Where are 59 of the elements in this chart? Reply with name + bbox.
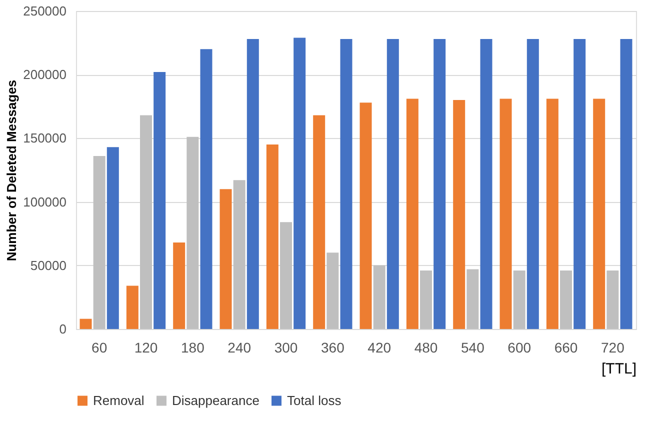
bar	[480, 38, 492, 329]
x-axis-title: [TTL]	[601, 360, 636, 378]
bar	[200, 49, 212, 329]
bar	[466, 269, 479, 329]
x-tick-label: 660	[554, 340, 578, 356]
x-tick-label: 540	[460, 340, 485, 356]
legend-label: Total loss	[287, 392, 342, 408]
bar	[593, 98, 606, 329]
bar	[360, 102, 372, 329]
bar	[233, 180, 246, 329]
bar	[526, 38, 539, 329]
bar	[513, 270, 526, 329]
bar	[453, 100, 466, 329]
bar	[606, 270, 619, 329]
y-axis-title: Number of Deleted Messages	[4, 80, 20, 262]
x-tick-label: 120	[134, 340, 158, 356]
bar	[340, 38, 352, 329]
bar	[373, 265, 386, 329]
bar	[106, 147, 119, 329]
bar	[140, 115, 152, 329]
x-tick-label: 180	[180, 340, 205, 356]
bar	[294, 38, 306, 329]
x-tick-label: 240	[228, 340, 252, 356]
x-tick-label: 420	[368, 340, 392, 356]
y-tick-label: 200000	[23, 67, 66, 82]
bar	[420, 270, 432, 329]
bar	[246, 38, 259, 329]
bar	[620, 38, 632, 329]
bar	[386, 38, 399, 329]
bar	[126, 286, 138, 329]
bar	[93, 156, 106, 329]
x-tick-label: 720	[600, 340, 625, 356]
y-tick-label: 150000	[23, 130, 66, 146]
bar	[434, 38, 446, 329]
bar	[313, 115, 326, 329]
bar	[560, 270, 572, 329]
bar	[500, 98, 512, 329]
bar	[220, 189, 232, 329]
legend-label: Disappearance	[172, 392, 260, 408]
y-tick-label: 0	[59, 322, 66, 336]
legend-label: Removal	[93, 392, 144, 408]
bar	[280, 222, 292, 329]
x-tick-label: 480	[414, 340, 438, 356]
bar	[154, 72, 166, 329]
bar	[546, 98, 558, 329]
y-tick-label: 250000	[23, 4, 66, 18]
bar	[80, 318, 92, 329]
x-tick-label: 360	[320, 340, 345, 356]
x-tick-label: 600	[508, 340, 532, 356]
x-tick-label: 300	[274, 340, 298, 356]
bar	[406, 98, 418, 329]
y-tick-label: 100000	[23, 194, 66, 210]
bar	[326, 252, 339, 329]
bar	[574, 38, 586, 329]
bar	[186, 136, 199, 329]
x-tick-label: 60	[92, 340, 108, 356]
bar	[266, 144, 278, 329]
y-tick-label: 50000	[30, 258, 66, 273]
bar	[173, 242, 186, 329]
